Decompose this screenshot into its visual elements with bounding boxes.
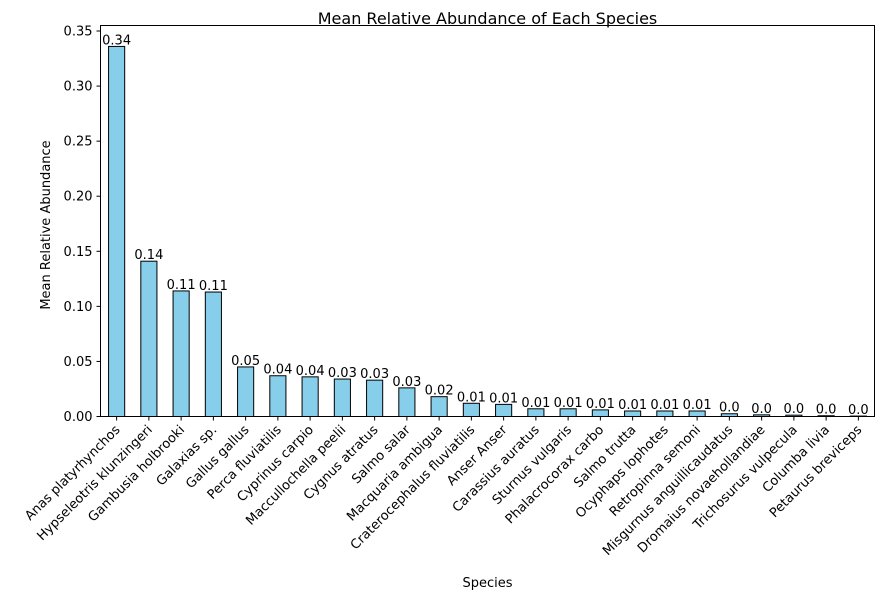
bar-value-label: 0.03 (392, 375, 421, 390)
bar-value-label: 0.0 (719, 401, 740, 416)
bar-value-label: 0.0 (848, 403, 869, 418)
y-tick-label: 0.15 (64, 245, 93, 260)
bar (109, 46, 125, 416)
bar-value-label: 0.0 (751, 402, 772, 417)
y-tick-label: 0.30 (64, 80, 93, 95)
y-axis: 0.00 0.05 0.10 0.15 0.20 0.25 0.30 0.35 (64, 25, 101, 425)
bar-value-label: 0.03 (328, 366, 357, 381)
bar-value-label: 0.11 (167, 278, 196, 293)
y-tick-label: 0.20 (64, 190, 93, 205)
bar-value-label: 0.01 (683, 398, 712, 413)
bar-value-label: 0.01 (618, 398, 647, 413)
bar-value-label: 0.11 (199, 279, 228, 294)
bar-value-label: 0.04 (296, 364, 325, 379)
bar-value-label: 0.01 (457, 390, 486, 405)
bar (302, 377, 318, 417)
y-tick-label: 0.35 (64, 25, 93, 40)
bars-group (109, 46, 867, 416)
bar (431, 397, 447, 417)
y-tick-label: 0.10 (64, 300, 93, 315)
y-tick-label: 0.25 (64, 135, 93, 150)
bar-value-label: 0.04 (263, 363, 292, 378)
y-axis-label: Mean Relative Abundance (39, 140, 54, 309)
bar-value-label: 0.14 (134, 248, 163, 263)
bar-value-label: 0.01 (489, 391, 518, 406)
bar-value-label: 0.01 (650, 398, 679, 413)
bar-value-label: 0.02 (425, 384, 454, 399)
bar (399, 388, 415, 417)
bar (141, 261, 157, 416)
y-tick-label: 0.00 (64, 410, 93, 425)
bar (334, 379, 350, 416)
bar-value-label: 0.01 (586, 397, 615, 412)
bar-value-label: 0.34 (102, 33, 131, 48)
bar-value-label: 0.05 (231, 354, 260, 369)
bar-value-label: 0.03 (360, 367, 389, 382)
bar-value-label: 0.01 (521, 396, 550, 411)
y-tick-label: 0.05 (64, 355, 93, 370)
bar (238, 367, 254, 417)
bar (367, 380, 383, 416)
bar (270, 376, 286, 417)
bar (173, 291, 189, 417)
bar-value-label: 0.0 (784, 402, 805, 417)
bar (205, 292, 221, 416)
bar-value-label: 0.01 (554, 396, 583, 411)
bar-value-label: 0.0 (816, 403, 837, 418)
x-axis-label: Species (462, 576, 512, 591)
